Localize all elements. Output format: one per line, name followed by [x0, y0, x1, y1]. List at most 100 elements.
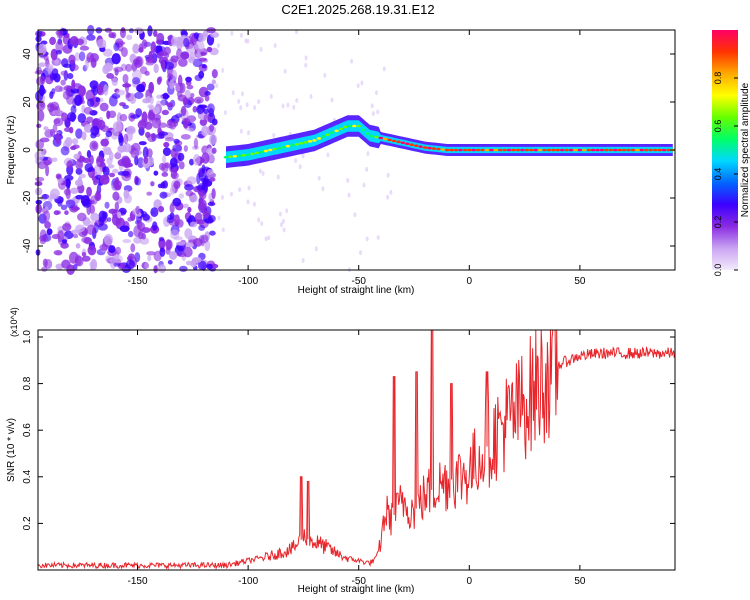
- noise-speckle: [89, 53, 100, 63]
- noise-speckle: [75, 243, 81, 249]
- noise-speckle: [215, 83, 219, 89]
- signal-blob: [493, 148, 499, 152]
- snr-y-ticks: 0.2 0.4 0.6 0.8 1.0: [22, 330, 675, 530]
- noise-speckle: [115, 246, 122, 255]
- noise-speckle: [35, 203, 43, 214]
- noise-speckle: [90, 212, 100, 222]
- noise-speckle: [39, 75, 45, 85]
- noise-speckle: [257, 99, 261, 105]
- noise-speckle: [91, 142, 98, 149]
- colorbar-tick-label: 0.2: [713, 216, 723, 229]
- noise-speckle: [104, 201, 110, 209]
- noise-speckle: [163, 141, 170, 148]
- spectrogram-x-tick-label: -50: [351, 276, 366, 287]
- snr-x-tick-label: 0: [467, 576, 473, 587]
- noise-speckle: [35, 176, 45, 182]
- noise-speckle: [184, 242, 194, 248]
- noise-speckle: [39, 238, 47, 245]
- noise-speckle: [197, 203, 207, 211]
- noise-speckle: [99, 174, 110, 180]
- signal-blob: [250, 152, 255, 156]
- noise-speckle: [158, 162, 166, 171]
- noise-speckle: [161, 172, 169, 177]
- signal-blob: [352, 124, 357, 128]
- noise-speckle: [67, 72, 74, 80]
- noise-speckle: [57, 230, 65, 243]
- noise-speckle: [198, 57, 208, 62]
- noise-speckle: [217, 215, 221, 221]
- noise-speckle: [230, 30, 234, 36]
- noise-speckle: [140, 227, 151, 233]
- noise-speckle: [78, 51, 86, 62]
- noise-speckle: [272, 133, 276, 139]
- noise-speckle: [87, 245, 97, 256]
- signal-blob: [604, 148, 609, 152]
- noise-speckle: [211, 118, 218, 126]
- noise-speckle: [362, 182, 366, 188]
- signal-blob: [356, 124, 361, 128]
- noise-speckle: [123, 133, 129, 145]
- signal-blob: [228, 155, 233, 159]
- noise-speckle: [180, 105, 187, 117]
- noise-speckle: [158, 131, 169, 136]
- noise-speckle: [75, 128, 83, 139]
- colorbar-tick-label: 0.4: [713, 168, 723, 181]
- noise-speckle: [69, 35, 79, 46]
- noise-speckle: [61, 259, 71, 269]
- noise-speckle: [128, 230, 134, 238]
- signal-blob: [453, 148, 459, 152]
- noise-speckle: [130, 147, 140, 159]
- noise-speckle: [273, 43, 277, 49]
- noise-speckle: [239, 128, 243, 134]
- noise-speckle: [196, 104, 204, 115]
- spectrogram-x-ticks: -150 -100 -50 0 50: [128, 30, 586, 287]
- signal-blob: [617, 148, 622, 152]
- signal-blob: [281, 145, 286, 149]
- signal-blob: [241, 153, 246, 157]
- snr-x-tick-label: -50: [351, 576, 366, 587]
- signal-blob: [590, 148, 596, 152]
- noise-speckle: [153, 265, 158, 274]
- noise-speckle: [110, 128, 119, 140]
- noise-speckle: [92, 84, 98, 96]
- signal-blob: [506, 148, 512, 152]
- colorbar-tick-label: 0.6: [713, 120, 723, 133]
- noise-speckle: [207, 201, 216, 207]
- noise-speckle: [125, 259, 136, 270]
- noise-speckle: [126, 34, 133, 41]
- noise-speckle: [41, 193, 50, 200]
- noise-speckle: [86, 98, 95, 107]
- noise-speckle: [211, 188, 216, 200]
- noise-speckle: [164, 61, 175, 70]
- noise-speckle: [221, 227, 225, 233]
- spectrogram-x-label: Height of straight line (km): [298, 285, 415, 296]
- noise-speckle: [103, 148, 112, 155]
- noise-speckle: [60, 70, 68, 76]
- spectrogram-x-tick-label: -100: [238, 276, 258, 287]
- noise-speckle: [47, 102, 55, 113]
- noise-speckle: [130, 243, 136, 253]
- noise-speckle: [187, 206, 192, 213]
- noise-speckle: [139, 237, 150, 245]
- noise-speckle: [150, 133, 157, 138]
- noise-speckle: [281, 103, 285, 109]
- noise-speckle: [185, 76, 192, 83]
- noise-speckle: [108, 33, 116, 39]
- noise-speckle: [201, 152, 210, 164]
- noise-speckle: [261, 170, 265, 176]
- snr-y-tick-label: 0.2: [22, 516, 33, 530]
- noise-speckle: [146, 191, 153, 196]
- noise-speckle: [197, 33, 207, 42]
- spectrogram-x-tick-label: 0: [467, 276, 473, 287]
- noise-speckle: [159, 247, 166, 257]
- noise-speckle: [229, 191, 233, 197]
- signal-blob: [462, 148, 468, 152]
- noise-speckle: [146, 251, 156, 256]
- noise-speckle: [49, 91, 54, 100]
- spectrogram-y-tick-label: 20: [22, 96, 33, 108]
- noise-speckle: [35, 139, 45, 150]
- signal-blob: [387, 138, 392, 142]
- signal-blob: [471, 148, 476, 152]
- signal-blob: [237, 154, 242, 158]
- colorbar-tick-label: 0.8: [713, 72, 723, 85]
